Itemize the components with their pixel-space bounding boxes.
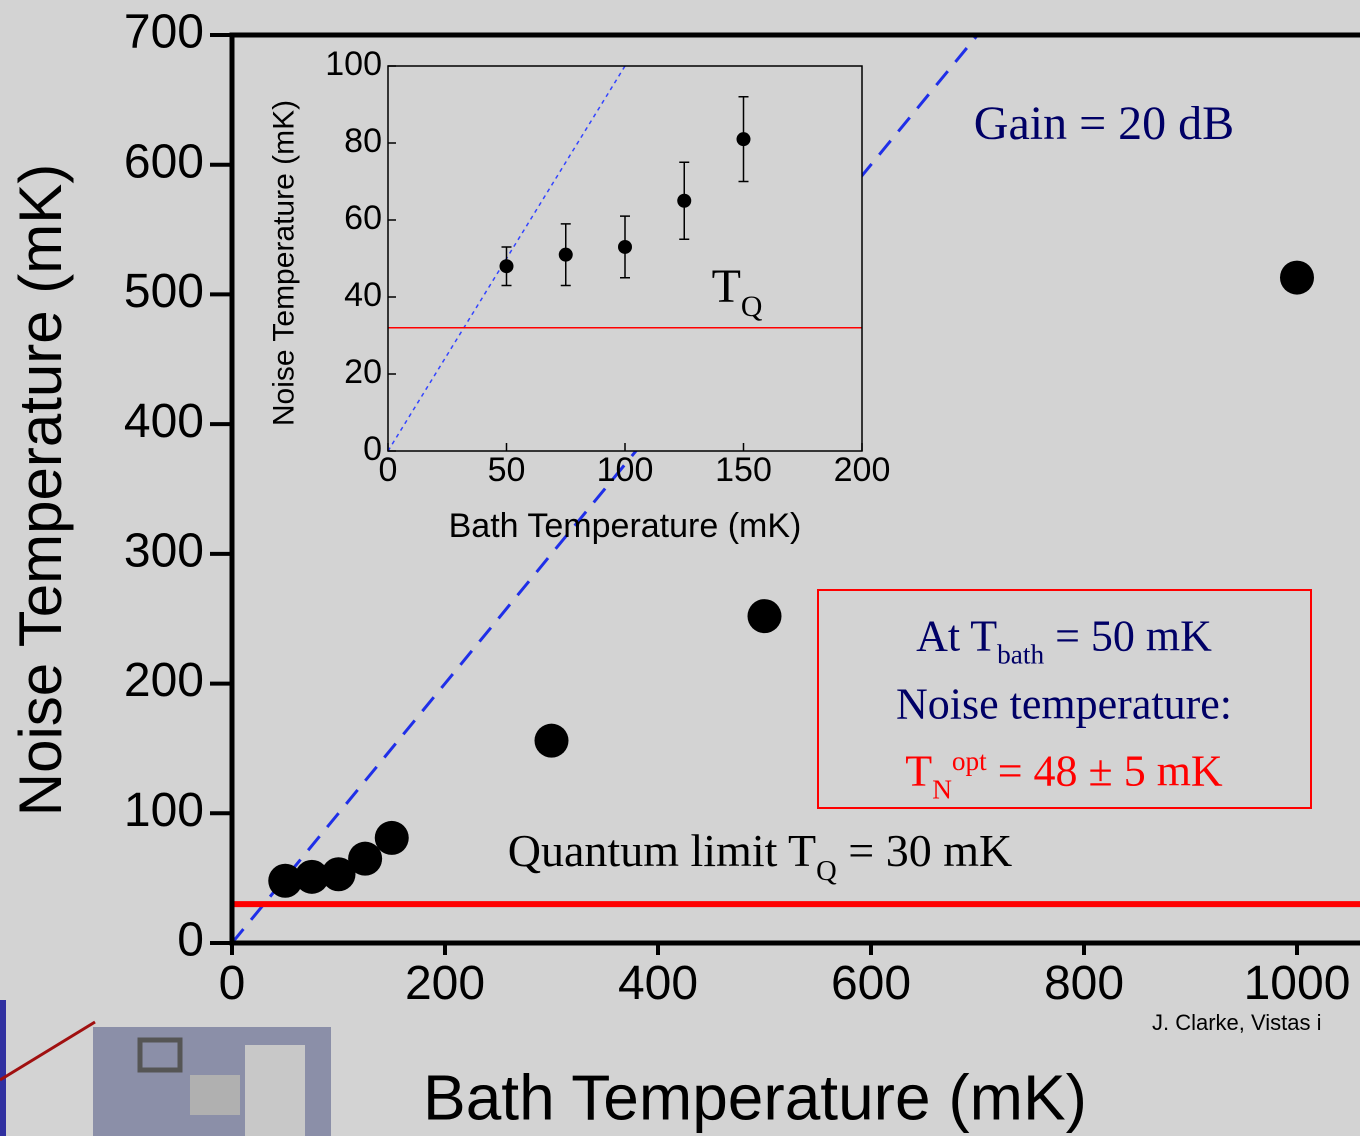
- y-tick-label: 700: [124, 6, 204, 59]
- annotation-text: Q: [741, 290, 763, 323]
- data-point: [558, 247, 573, 262]
- data-point: [294, 859, 329, 894]
- annotation-text: At T: [916, 611, 997, 660]
- data-point: [677, 193, 692, 208]
- y-axis-label: Noise Temperature (mK): [7, 164, 74, 816]
- data-point: [348, 841, 383, 876]
- annotation: At Tbath = 50 mK: [916, 611, 1212, 669]
- y-tick-label: 20: [344, 353, 382, 391]
- annotation-text: N: [932, 775, 952, 805]
- plot-area: [388, 66, 862, 451]
- annotation: Quantum limit TQ = 30 mK: [508, 825, 1012, 887]
- x-tick-label: 600: [831, 957, 911, 1010]
- annotation-text: Q: [816, 856, 837, 887]
- annotation-text: Gain = 20 dB: [974, 97, 1234, 150]
- y-tick-label: 0: [177, 914, 204, 967]
- data-point: [534, 723, 569, 758]
- x-axis-label: Bath Temperature (mK): [449, 507, 802, 545]
- plot-frame: [229, 32, 1360, 946]
- x-tick-label: 200: [834, 451, 891, 489]
- plot-frame: [387, 65, 863, 452]
- x-tick-label: 150: [715, 451, 772, 489]
- y-tick-label: 100: [124, 784, 204, 837]
- x-tick-label: 0: [219, 957, 246, 1010]
- y-tick-label: 60: [344, 199, 382, 237]
- y-tick-label: 500: [124, 265, 204, 318]
- annotation-text: = 48 ± 5 mK: [987, 746, 1223, 795]
- y-tick-label: 400: [124, 395, 204, 448]
- x-tick-label: 0: [379, 451, 398, 489]
- data-point: [268, 863, 303, 898]
- annotation: Gain = 20 dB: [974, 97, 1234, 150]
- data-point: [736, 132, 751, 147]
- data-point: [1280, 260, 1314, 295]
- data-point: [747, 599, 782, 634]
- x-axis-label: Bath Temperature (mK): [423, 1061, 1087, 1133]
- data-point: [321, 857, 356, 892]
- y-tick-label: 600: [124, 135, 204, 188]
- x-tick-label: 800: [1044, 957, 1124, 1010]
- x-tick-label: 100: [597, 451, 654, 489]
- x-tick-label: 1000: [1244, 957, 1351, 1010]
- annotation: TNopt = 48 ± 5 mK: [905, 746, 1223, 805]
- y-axis-label: Noise Temperature (mK): [268, 100, 301, 426]
- annotation-text: Quantum limit T: [508, 825, 816, 876]
- annotation-box: [817, 589, 1312, 809]
- y-tick-label: 200: [124, 654, 204, 707]
- y-tick-label: 0: [363, 430, 382, 468]
- y-tick-label: 100: [325, 45, 382, 83]
- device-photo: [0, 1000, 331, 1136]
- annotation: Noise temperature:: [896, 679, 1232, 728]
- annotation-text: T: [905, 746, 932, 795]
- y-tick-label: 300: [124, 525, 204, 578]
- y-tick-label: 40: [344, 276, 382, 314]
- x-tick-label: 50: [488, 451, 526, 489]
- y-tick-label: 80: [344, 122, 382, 160]
- annotation-text: opt: [952, 746, 987, 776]
- data-point: [499, 259, 514, 274]
- annotation-text: = 30 mK: [837, 825, 1012, 876]
- annotation-text: = 50 mK: [1044, 611, 1212, 660]
- annotation: TQ: [712, 260, 763, 323]
- data-point: [618, 239, 632, 254]
- credit: J. Clarke, Vistas i: [1152, 1010, 1322, 1035]
- x-tick-label: 400: [618, 957, 698, 1010]
- x-tick-label: 200: [405, 957, 485, 1010]
- annotation-text: Noise temperature:: [896, 679, 1232, 728]
- annotation-text: T: [712, 260, 741, 313]
- chart: 0 20 40 60 80 100 0 50 100 150 200 Bath Temperature…: [268, 45, 891, 545]
- annotation-text: bath: [997, 640, 1044, 670]
- data-point: [374, 820, 409, 855]
